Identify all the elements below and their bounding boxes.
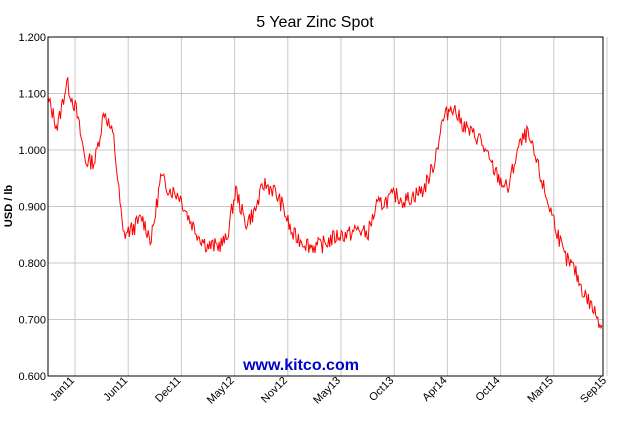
y-gridlines [48, 36, 603, 377]
y-tick-label: 0.900 [18, 202, 46, 214]
watermark: www.kitco.com [242, 357, 359, 374]
x-tick-label: May12 [205, 375, 237, 407]
y-tick-label: 1.200 [18, 32, 46, 44]
y-tick-labels: 0.600 0.700 0.800 0.900 1.000 1.100 1.200 [18, 32, 46, 383]
x-tick-label: May13 [311, 375, 343, 407]
y-axis-label: USD / lb [3, 185, 15, 227]
x-tick-label: Oct14 [473, 375, 502, 404]
x-tick-label: Oct13 [367, 375, 396, 404]
y-tick-label: 1.100 [18, 89, 46, 101]
x-tick-label: Sep15 [578, 375, 609, 406]
series-line [47, 77, 603, 330]
series-group [47, 77, 603, 330]
y-tick-label: 1.000 [18, 145, 46, 157]
y-tick-label: 0.700 [18, 315, 46, 327]
x-tick-label: Dec11 [153, 375, 183, 405]
x-tick-label: Apr14 [420, 375, 449, 404]
x-tick-label: Mar15 [525, 375, 556, 406]
y-tick-label: 0.600 [18, 371, 46, 383]
chart-title: 5 Year Zinc Spot [256, 14, 374, 31]
y-tick-label: 0.800 [18, 258, 46, 270]
plot-area-border [47, 36, 604, 377]
x-tick-labels: Jan11 Jun11 Dec11 May12 Nov12 May13 Oct13 Apr14… [48, 375, 609, 407]
x-tick-label: Nov12 [259, 375, 290, 406]
x-tick-label: Jan11 [48, 375, 77, 404]
x-tick-label: Jun11 [101, 375, 130, 404]
